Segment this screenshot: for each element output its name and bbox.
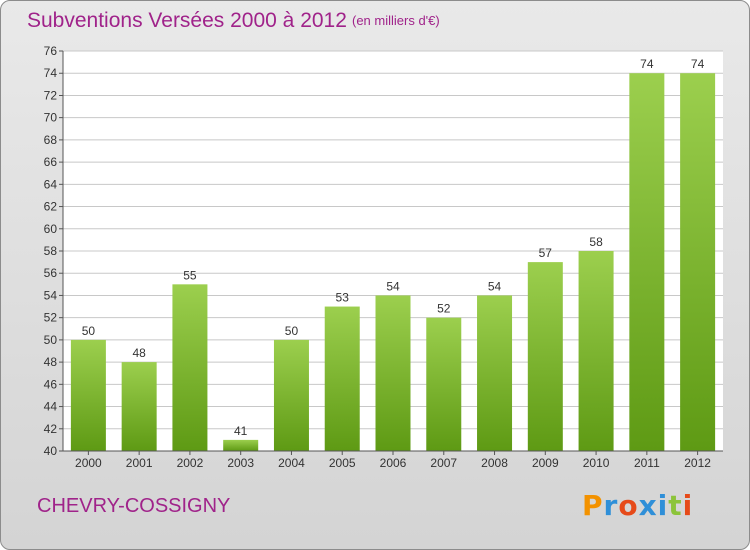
bar-value-label: 54 [488,279,502,293]
x-tick-label: 2008 [481,456,508,470]
y-tick-label: 58 [44,244,58,258]
x-tick-label: 2003 [227,456,254,470]
x-tick-label: 2000 [75,456,102,470]
bar [680,73,716,451]
y-tick-label: 54 [44,288,58,302]
x-tick-label: 2004 [278,456,305,470]
bar-value-label: 50 [82,324,96,338]
x-tick-label: 2005 [329,456,356,470]
bar [70,339,106,451]
x-tick-label: 2001 [126,456,153,470]
proxiti-logo: Proxiti [582,489,693,522]
bar-value-label: 57 [539,246,553,260]
y-tick-label: 72 [44,88,58,102]
bar-value-label: 53 [336,291,350,305]
y-tick-label: 62 [44,200,58,214]
y-tick-label: 50 [44,333,58,347]
bar-value-label: 58 [589,235,603,249]
commune-name: CHEVRY-COSSIGNY [37,495,231,517]
bar-value-label: 74 [640,57,654,71]
logo-letter: i [657,489,669,522]
x-tick-label: 2002 [177,456,204,470]
x-tick-label: 2009 [532,456,559,470]
y-tick-label: 68 [44,133,58,147]
bar [578,251,614,451]
y-tick-label: 74 [44,66,58,80]
y-tick-label: 76 [44,44,58,58]
logo-letter: x [638,489,658,522]
y-tick-label: 44 [44,400,58,414]
bar [223,439,259,451]
logo-letter: P [582,489,604,522]
y-tick-label: 48 [44,355,58,369]
logo-letter: t [668,489,683,522]
x-tick-label: 2012 [684,456,711,470]
y-tick-label: 64 [44,177,58,191]
bar [375,295,411,451]
x-tick-label: 2011 [634,456,660,470]
bar-value-label: 54 [386,279,400,293]
y-tick-label: 42 [44,422,58,436]
bar-value-label: 50 [285,324,299,338]
y-tick-label: 66 [44,155,58,169]
bar [527,262,563,451]
x-tick-label: 2007 [430,456,457,470]
logo-letter: o [618,489,639,522]
logo-letter: i [682,489,694,522]
bar-value-label: 55 [183,268,197,282]
y-tick-label: 46 [44,377,58,391]
y-tick-label: 40 [44,444,58,458]
logo-letter: r [603,489,619,522]
bar [324,306,360,451]
y-tick-label: 70 [44,111,58,125]
bar [273,339,309,451]
bar-value-label: 41 [234,424,248,438]
bar-value-label: 52 [437,302,451,316]
chart-title: Subventions Versées 2000 à 2012 [27,9,347,32]
chart-subtitle: (en milliers d'€) [352,13,440,28]
bar [629,73,665,451]
x-tick-label: 2006 [380,456,407,470]
y-tick-label: 56 [44,266,58,280]
y-tick-label: 60 [44,222,58,236]
bar [121,362,157,451]
bar [172,284,208,451]
bar-value-label: 48 [132,346,146,360]
bar [426,317,462,451]
bar [477,295,513,451]
x-tick-label: 2010 [583,456,610,470]
bar-value-label: 74 [691,57,705,71]
y-tick-label: 52 [44,311,58,325]
